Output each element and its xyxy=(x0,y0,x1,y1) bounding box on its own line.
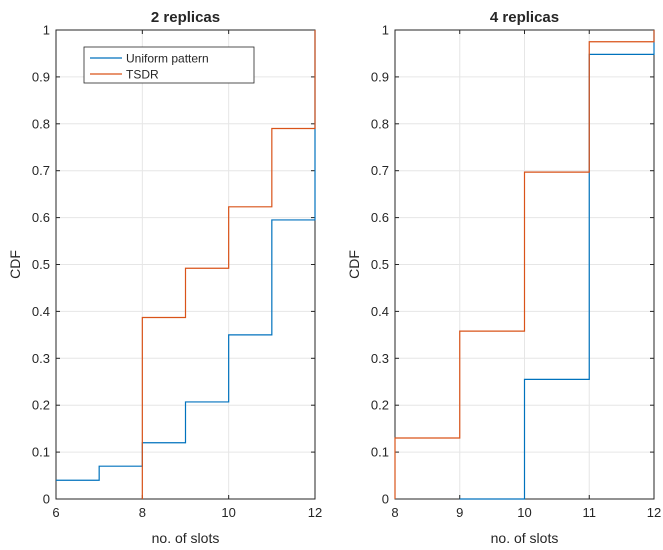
y-axis-label: CDF xyxy=(346,250,362,279)
x-axis-label: no. of slots xyxy=(491,530,559,546)
legend-label: Uniform pattern xyxy=(126,52,209,66)
y-tick-label: 0 xyxy=(382,492,389,507)
y-tick-label: 0.8 xyxy=(371,116,389,131)
chart-title: 2 replicas xyxy=(151,9,220,26)
legend-label: TSDR xyxy=(126,68,159,82)
y-tick-label: 0.4 xyxy=(32,304,50,319)
chart-title: 4 replicas xyxy=(490,9,559,26)
x-tick-label: 11 xyxy=(583,505,597,520)
y-tick-label: 0.3 xyxy=(371,351,389,366)
x-tick-label: 12 xyxy=(647,505,661,520)
series-line-tsdr xyxy=(141,30,316,499)
y-tick-label: 0.8 xyxy=(32,116,50,131)
legend: Uniform pattern TSDR xyxy=(83,46,255,84)
x-tick-label: 12 xyxy=(308,505,322,520)
series-line-tsdr xyxy=(394,30,655,499)
y-tick-label: 1 xyxy=(43,23,50,38)
y-tick-label: 0.4 xyxy=(371,304,389,319)
y-tick-label: 0.3 xyxy=(32,351,50,366)
y-tick-label: 0.9 xyxy=(32,69,50,84)
series-line-uniform-pattern xyxy=(56,30,316,481)
y-tick-label: 1 xyxy=(382,23,389,38)
series-line-uniform-pattern xyxy=(459,30,655,500)
y-tick-label: 0.1 xyxy=(371,445,389,460)
x-axis-label: no. of slots xyxy=(152,530,220,546)
y-tick-label: 0.9 xyxy=(371,69,389,84)
y-tick-label: 0.2 xyxy=(371,398,389,413)
x-tick-label: 9 xyxy=(456,505,463,520)
y-tick-label: 0 xyxy=(43,492,50,507)
chart-panel-1: 6 8 10 12 0 0.1 0.2 0.3 0.4 0.5 0.6 0.7 0.8 0.9 1 2 rep… xyxy=(7,9,322,546)
y-axis-label: CDF xyxy=(7,250,23,279)
chart-panel-2: 8 9 10 11 12 0 0.1 0.2 0.3 0.4 0.5 0.6 0.7 0.8 0.9 1 4 r… xyxy=(346,9,661,546)
y-tick-label: 0.5 xyxy=(32,257,50,272)
x-tick-label: 6 xyxy=(52,505,59,520)
y-tick-label: 0.7 xyxy=(371,163,389,178)
x-tick-label: 10 xyxy=(517,505,531,520)
y-tick-label: 0.5 xyxy=(371,257,389,272)
y-tick-label: 0.2 xyxy=(32,398,50,413)
y-tick-label: 0.6 xyxy=(32,210,50,225)
y-tick-label: 0.7 xyxy=(32,163,50,178)
legend-box xyxy=(83,46,255,84)
y-tick-label: 0.1 xyxy=(32,445,50,460)
x-tick-label: 10 xyxy=(221,505,235,520)
x-tick-label: 8 xyxy=(139,505,146,520)
y-tick-label: 0.6 xyxy=(371,210,389,225)
x-tick-label: 8 xyxy=(391,505,398,520)
